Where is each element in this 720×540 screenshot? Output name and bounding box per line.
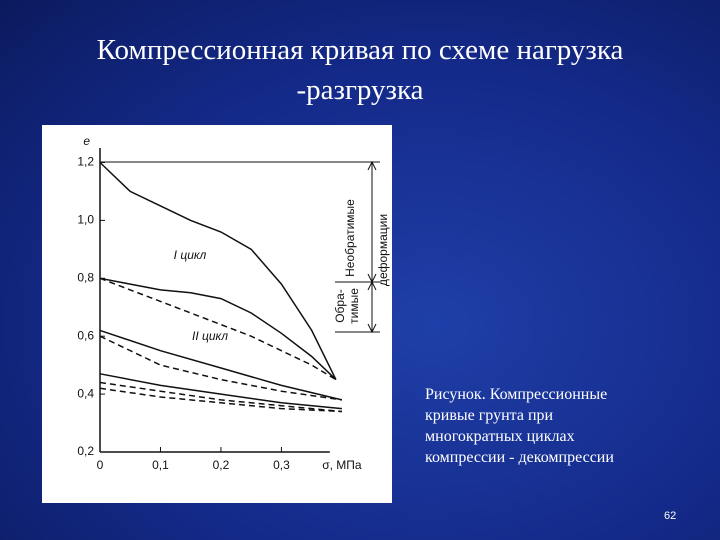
x-tick-label: 0 bbox=[97, 458, 104, 472]
title-line: -разгрузка bbox=[296, 74, 424, 106]
x-axis-label: σ, МПа bbox=[322, 458, 362, 472]
page-number: 62 bbox=[664, 510, 677, 522]
curve bbox=[99, 161, 337, 380]
curve bbox=[99, 277, 337, 381]
y-tick-label: 0,8 bbox=[77, 270, 94, 284]
annotation: Обра- bbox=[333, 289, 347, 323]
curve bbox=[99, 335, 343, 401]
y-axis-label: e bbox=[83, 134, 90, 148]
y-tick-label: 0,2 bbox=[77, 444, 94, 458]
y-tick-label: 0,6 bbox=[77, 328, 94, 342]
curve bbox=[99, 277, 337, 381]
dimension-lines bbox=[100, 160, 380, 334]
y-tick-label: 1,0 bbox=[77, 213, 94, 227]
annotation: тимые bbox=[347, 288, 361, 324]
curve bbox=[99, 329, 343, 401]
annotation: Необратимые bbox=[343, 199, 357, 277]
y-tick-label: 1,2 bbox=[77, 155, 94, 169]
curve bbox=[99, 381, 342, 413]
caption: Рисунок. Компрессионные кривые грунта пр… bbox=[425, 384, 614, 468]
slide-title: Компрессионная кривая по схеме нагрузка … bbox=[0, 30, 720, 110]
caption-line: многократных циклах bbox=[425, 428, 575, 445]
curve bbox=[99, 387, 342, 413]
y-tick-label: 0,4 bbox=[77, 386, 94, 400]
x-tick-label: 0,3 bbox=[273, 458, 290, 472]
x-tick-label: 0,1 bbox=[152, 458, 169, 472]
annotation: деформации bbox=[376, 214, 390, 286]
annotation: II цикл bbox=[192, 329, 228, 343]
caption-line: Рисунок. Компрессионные bbox=[425, 386, 608, 403]
annotation: I цикл bbox=[174, 248, 207, 262]
curve bbox=[99, 373, 342, 410]
x-tick-label: 0,2 bbox=[213, 458, 230, 472]
caption-line: компрессии - декомпрессии bbox=[425, 449, 614, 466]
caption-line: кривые грунта при bbox=[425, 407, 554, 424]
title-line: Компрессионная кривая по схеме нагрузка bbox=[96, 34, 624, 66]
